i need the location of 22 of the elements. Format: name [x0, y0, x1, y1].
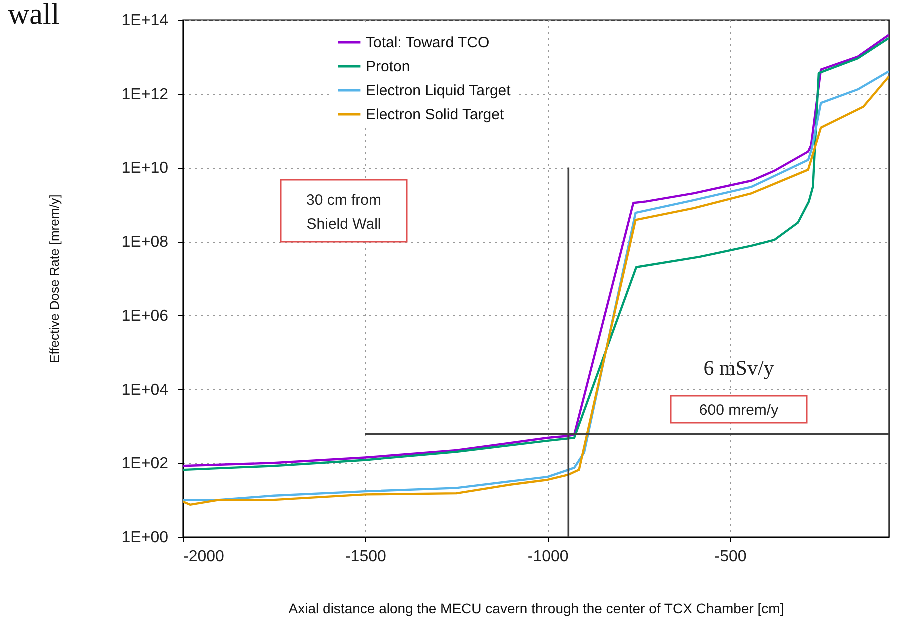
x-tick-label: -500 [714, 548, 747, 566]
y-axis-title: Effective Dose Rate [mrem/y] [46, 194, 62, 364]
y-tick-label: 1E+08 [122, 234, 169, 252]
legend-label: Electron Solid Target [366, 106, 505, 124]
y-tick-label: 1E+02 [122, 456, 169, 473]
legend-label: Proton [366, 58, 410, 76]
annotation: 6 mSv/y [704, 356, 775, 380]
legend-label: Electron Liquid Target [366, 82, 512, 100]
legend-label: Total: Toward TCO [366, 34, 490, 52]
y-tick-label: 1E+10 [122, 160, 169, 178]
x-tick-label: -2000 [184, 548, 225, 566]
y-tick-label: 1E+04 [122, 382, 169, 399]
annotation: 600 mrem/y [699, 402, 780, 419]
y-tick-label: 1E+06 [122, 308, 169, 325]
annotation: 30 cm from Shield Wall [306, 192, 382, 233]
y-tick-label: 1E+14 [122, 12, 169, 30]
x-tick-label: -1500 [345, 548, 386, 566]
x-axis-title: Axial distance along the MECU cavern through the center of TCX Chamber [cm] [288, 600, 784, 616]
text: wall [8, 0, 60, 32]
y-tick-label: 1E+00 [122, 530, 169, 546]
x-tick-label: -1000 [528, 548, 569, 566]
y-tick-label: 1E+12 [122, 86, 169, 104]
